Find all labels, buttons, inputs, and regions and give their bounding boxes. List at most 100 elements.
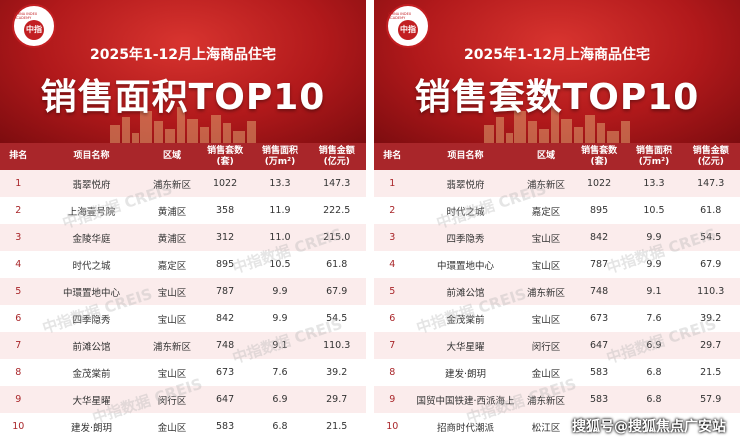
hero-banner: CHINA INDEX ACADEMY 中指 2025年1-12月上海商品住宅 销售面… <box>0 0 366 143</box>
cell: 10 <box>12 421 25 432</box>
column-header: 销售面积 (万m²) <box>252 143 308 170</box>
cell: 647 <box>571 332 627 359</box>
cell: 5 <box>374 278 411 305</box>
cell: 大华星曜 <box>410 332 521 359</box>
cell: 宝山区 <box>157 368 187 380</box>
cell: 浦东新区 <box>146 170 198 197</box>
column-header: 销售金额 (亿元) <box>681 143 740 170</box>
cell: 5 <box>0 278 37 305</box>
cell: 招商时代潮派 <box>436 422 494 434</box>
cell: 翡翠悦府 <box>36 170 147 197</box>
table-row: 3 四季隐秀 宝山区 842 9.9 54.5 <box>374 224 740 251</box>
cell: 金茂棠前 <box>72 368 111 380</box>
cell: 4 <box>389 259 396 270</box>
cell: 842 <box>216 313 235 324</box>
cell: 895 <box>590 205 609 216</box>
cell: 8 <box>15 367 22 378</box>
cell: 上海壹号院 <box>67 206 116 218</box>
column-header: 销售套数 (套) <box>571 143 627 170</box>
cell: 金陵华庭 <box>36 224 147 251</box>
cell: 嘉定区 <box>531 206 561 218</box>
cell: 闵行区 <box>520 332 572 359</box>
cell: 建发·朗玥 <box>444 368 486 380</box>
cell: 147.3 <box>307 170 366 197</box>
cell: 金山区 <box>531 368 561 380</box>
cell: 建发·朗玥 <box>70 422 112 434</box>
table-row: 2 上海壹号院 黄浦区 358 11.9 222.5 <box>0 197 366 224</box>
cell: 浦东新区 <box>520 170 572 197</box>
cell: 四季隐秀 <box>410 224 521 251</box>
cell: 21.5 <box>700 367 722 378</box>
cell: 6.8 <box>626 386 682 413</box>
cell: 10.5 <box>269 259 291 270</box>
logo: CHINA INDEX ACADEMY 中指 <box>12 4 56 48</box>
cell: 147.3 <box>681 170 740 197</box>
cell: 29.7 <box>307 386 366 413</box>
cell: 闵行区 <box>146 386 198 413</box>
cell: 7 <box>374 332 411 359</box>
cell: 6.9 <box>252 386 308 413</box>
cell: 3 <box>0 224 37 251</box>
cell: 宝山区 <box>531 314 561 326</box>
cell: 翡翠悦府 <box>410 170 521 197</box>
cell: 54.5 <box>681 224 740 251</box>
header-row: 排名 项目名称 区域 销售套数 (套) 销售面积 (万m²) 销售金额 (亿元) <box>0 143 366 170</box>
table-row: 4 中環置地中心 宝山区 787 9.9 67.9 <box>374 251 740 278</box>
header-row: 排名 项目名称 区域 销售套数 (套) 销售面积 (万m²) 销售金额 (亿元) <box>374 143 740 170</box>
cell: 21.5 <box>326 421 348 432</box>
table-row: 5 中環置地中心 宝山区 787 9.9 67.9 <box>0 278 366 305</box>
cell: 四季隐秀 <box>72 314 111 326</box>
ranking-table: 排名 项目名称 区域 销售套数 (套) 销售面积 (万m²) 销售金额 (亿元) 1 翡翠悦府… <box>0 143 366 440</box>
table-row: 1 翡翠悦府 浦东新区 1022 13.3 147.3 <box>0 170 366 197</box>
cell: 13.3 <box>626 170 682 197</box>
cell: 11.9 <box>269 205 291 216</box>
cell: 6.9 <box>626 332 682 359</box>
cell: 宝山区 <box>146 278 198 305</box>
cell: 9.9 <box>646 259 662 270</box>
cell: 583 <box>571 386 627 413</box>
logo-text: CHINA INDEX ACADEMY <box>388 12 412 20</box>
cell: 中環置地中心 <box>36 278 147 305</box>
cell: 9.1 <box>626 278 682 305</box>
cell: 7.6 <box>272 367 288 378</box>
cell: 10 <box>386 421 399 432</box>
cell: 4 <box>15 259 22 270</box>
cell: 宝山区 <box>157 314 187 326</box>
cell: 10.5 <box>643 205 665 216</box>
cell: 宝山区 <box>531 260 561 272</box>
cell: 9.9 <box>252 278 308 305</box>
cell: 1022 <box>197 170 253 197</box>
cell: 13.3 <box>252 170 308 197</box>
cell: 大华星曜 <box>36 386 147 413</box>
cell: 9 <box>374 386 411 413</box>
cell: 29.7 <box>681 332 740 359</box>
cell: 358 <box>216 205 235 216</box>
cell: 前滩公馆 <box>36 332 147 359</box>
logo-mark: 中指 <box>398 20 418 40</box>
cell: 时代之城 <box>72 260 111 272</box>
cell: 金山区 <box>157 422 187 434</box>
panel: CHINA INDEX ACADEMY 中指 2025年1-12月上海商品住宅 销售面… <box>0 0 366 442</box>
column-header: 项目名称 <box>410 143 521 170</box>
table-row: 4 时代之城 嘉定区 895 10.5 61.8 <box>0 251 366 278</box>
cell: 787 <box>590 259 609 270</box>
cell: 748 <box>197 332 253 359</box>
cell: 787 <box>197 278 253 305</box>
cell: 61.8 <box>700 205 722 216</box>
cell: 2 <box>389 205 396 216</box>
skyline <box>484 107 630 143</box>
cell: 673 <box>590 313 609 324</box>
cell: 前滩公馆 <box>410 278 521 305</box>
cell: 54.5 <box>326 313 348 324</box>
panel: CHINA INDEX ACADEMY 中指 2025年1-12月上海商品住宅 销售套… <box>374 0 740 442</box>
logo: CHINA INDEX ACADEMY 中指 <box>386 4 430 48</box>
table-row: 8 金茂棠前 宝山区 673 7.6 39.2 <box>0 359 366 386</box>
cell: 9.1 <box>252 332 308 359</box>
logo-mark: 中指 <box>24 20 44 40</box>
table-row: 7 大华星曜 闵行区 647 6.9 29.7 <box>374 332 740 359</box>
table-row: 9 国贸中国铁建·西派海上 浦东新区 583 6.8 57.9 <box>374 386 740 413</box>
cell: 松江区 <box>531 422 561 434</box>
skyline <box>110 107 256 143</box>
cell: 11.0 <box>252 224 308 251</box>
cell: 1022 <box>571 170 627 197</box>
